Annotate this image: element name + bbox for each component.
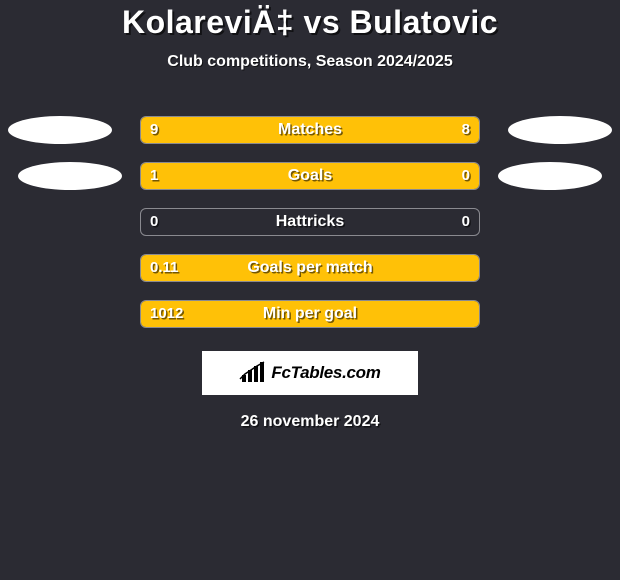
page-subtitle: Club competitions, Season 2024/2025 xyxy=(0,53,620,71)
stat-left-value: 1 xyxy=(150,162,158,190)
stat-left-value: 1012 xyxy=(150,300,183,328)
player-right-oval xyxy=(508,116,612,144)
bar-area xyxy=(140,254,480,282)
stat-row-matches: 9 8 Matches xyxy=(0,107,620,153)
player-right-oval xyxy=(498,162,602,190)
stat-row-hattricks: 0 0 Hattricks xyxy=(0,199,620,245)
bar-left xyxy=(141,117,320,143)
stat-row-mpg: 1012 Min per goal xyxy=(0,291,620,337)
stat-left-value: 9 xyxy=(150,116,158,144)
bar-area xyxy=(140,208,480,236)
bar-left xyxy=(141,255,479,281)
player-left-oval xyxy=(8,116,112,144)
bar-left xyxy=(141,301,479,327)
bar-right xyxy=(320,117,479,143)
stat-right-value: 8 xyxy=(462,116,470,144)
player-left-oval xyxy=(18,162,122,190)
stat-row-goals: 1 0 Goals xyxy=(0,153,620,199)
bar-area xyxy=(140,300,480,328)
stat-row-gpm: 0.11 Goals per match xyxy=(0,245,620,291)
brand-box[interactable]: FcTables.com xyxy=(202,351,418,395)
bar-area xyxy=(140,162,480,190)
stats-block: 9 8 Matches 1 0 Goals 0 0 Hattricks xyxy=(0,107,620,337)
stat-right-value: 0 xyxy=(462,162,470,190)
bar-left xyxy=(141,163,398,189)
stat-left-value: 0 xyxy=(150,208,158,236)
chart-icon xyxy=(239,361,267,385)
page-title: KolareviÄ‡ vs Bulatovic xyxy=(0,4,620,41)
brand-text: FcTables.com xyxy=(271,363,380,383)
comparison-widget: KolareviÄ‡ vs Bulatovic Club competition… xyxy=(0,0,620,580)
bar-area xyxy=(140,116,480,144)
footer-date: 26 november 2024 xyxy=(0,413,620,431)
stat-left-value: 0.11 xyxy=(150,254,178,282)
stat-right-value: 0 xyxy=(462,208,470,236)
